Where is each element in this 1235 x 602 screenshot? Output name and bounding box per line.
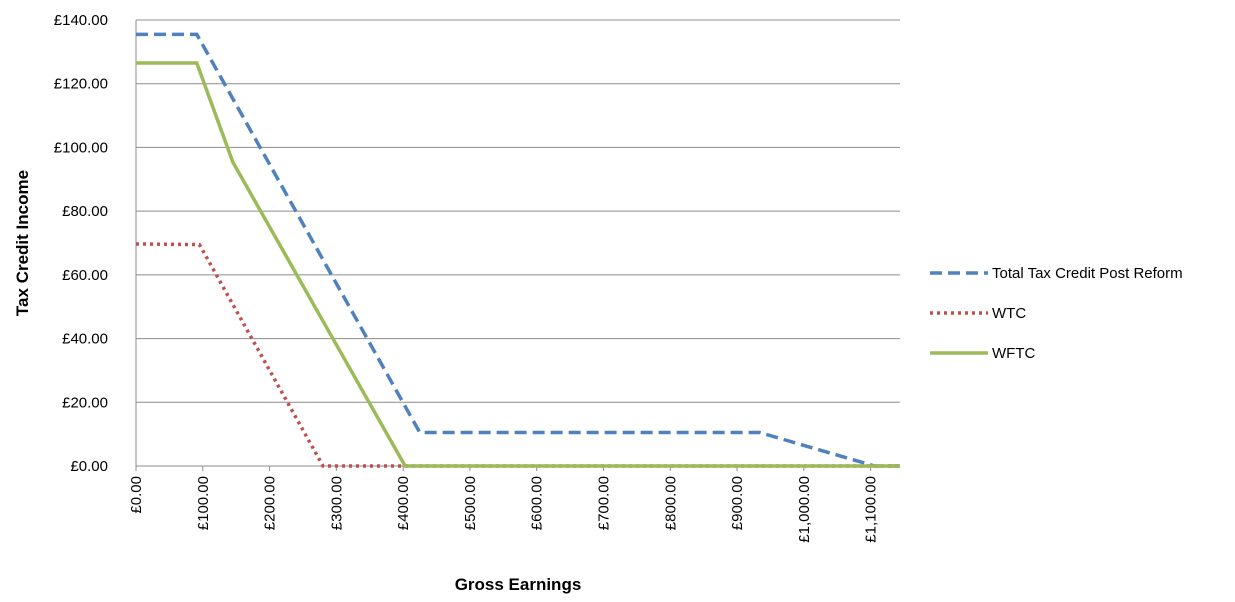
y-tick-label: £40.00 [62,331,108,348]
y-tick-label: £140.00 [54,12,108,29]
legend-label: Total Tax Credit Post Reform [992,265,1183,282]
y-tick-label: £100.00 [54,139,108,156]
x-tick-label: £0.00 [128,476,145,514]
line-series [136,61,900,468]
y-tick-label: £60.00 [62,267,108,284]
x-tick-label: £700.00 [595,476,612,530]
x-tick-label: £300.00 [328,476,345,530]
x-tick-label: £600.00 [529,476,546,530]
x-tick-label: £400.00 [395,476,412,530]
y-tick-label: £20.00 [62,394,108,411]
y-tick-label: £120.00 [54,76,108,93]
line-series [135,242,900,468]
x-tick-label: £200.00 [262,476,279,530]
x-tick-label: £500.00 [462,476,479,530]
x-axis-title: Gross Earnings [455,575,582,594]
legend-label: WFTC [992,345,1035,362]
line-series [136,32,900,468]
x-tick-label: £900.00 [729,476,746,530]
y-axis-title: Tax Credit Income [13,170,32,316]
y-tick-label: £80.00 [62,203,108,220]
legend-label: WTC [992,305,1026,322]
y-tick-label: £0.00 [70,458,108,475]
x-tick-label: £1,000.00 [796,476,813,543]
x-tick-label: £1,100.00 [863,476,880,543]
x-tick-label: £100.00 [195,476,212,530]
x-tick-label: £800.00 [662,476,679,530]
